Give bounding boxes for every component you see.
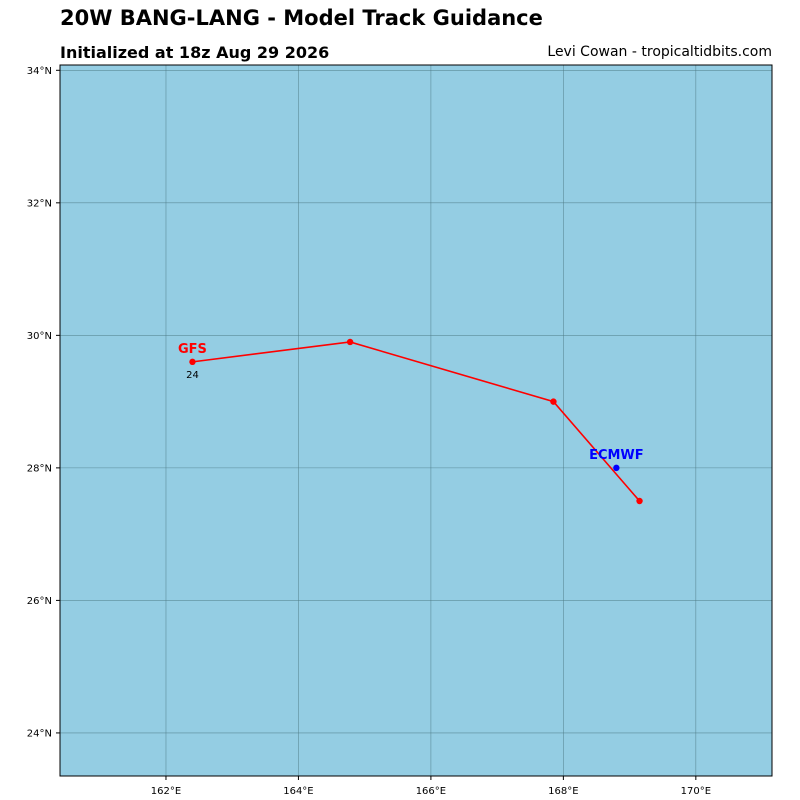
lon-tick-label: 162°E bbox=[151, 786, 181, 797]
map-frame bbox=[59, 64, 773, 777]
model-label: ECMWF bbox=[589, 448, 644, 463]
lat-tick-label: 24°N bbox=[27, 728, 52, 739]
lon-tick-label: 168°E bbox=[548, 786, 578, 797]
forecast-hour-label: 24 bbox=[186, 370, 199, 381]
graticule bbox=[60, 65, 772, 776]
lon-tick-label: 164°E bbox=[283, 786, 313, 797]
lon-tick-label: 170°E bbox=[681, 786, 711, 797]
lat-tick-label: 34°N bbox=[27, 66, 52, 77]
track-point bbox=[550, 398, 557, 405]
credit-text: Levi Cowan - tropicaltidbits.com bbox=[547, 44, 772, 60]
model-label: GFS bbox=[178, 342, 207, 357]
track-point bbox=[636, 497, 643, 505]
lat-tick-label: 28°N bbox=[27, 463, 52, 474]
map-title: 20W BANG-LANG - Model Track Guidance bbox=[60, 6, 543, 30]
track-line bbox=[192, 341, 641, 502]
lon-tick-label: 166°E bbox=[416, 786, 446, 797]
track-point bbox=[189, 358, 196, 366]
lat-tick-label: 30°N bbox=[27, 331, 52, 342]
model-tracks: GFS 24 ECMWF bbox=[178, 338, 644, 505]
track-ecmwf: ECMWF bbox=[589, 448, 644, 472]
lat-tick-label: 32°N bbox=[27, 198, 52, 209]
axis-ticks: 162°E 164°E 166°E 168°E 170°E 24°N 26°N 28°N 30°… bbox=[27, 66, 711, 797]
track-point bbox=[613, 464, 620, 472]
lat-tick-label: 26°N bbox=[27, 596, 52, 607]
track-point bbox=[346, 338, 354, 346]
track-gfs: GFS 24 bbox=[178, 338, 643, 505]
ocean-area bbox=[60, 65, 772, 776]
init-time-subtitle: Initialized at 18z Aug 29 2026 bbox=[60, 43, 330, 62]
